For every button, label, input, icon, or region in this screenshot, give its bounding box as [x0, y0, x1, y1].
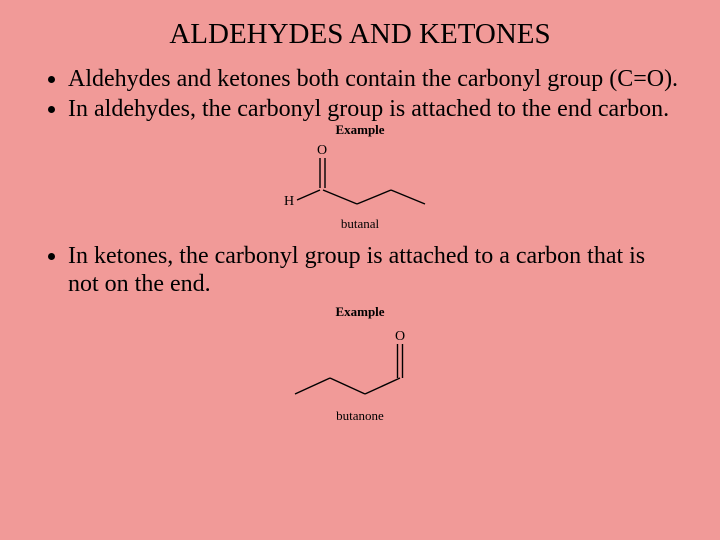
molecule-name-butanone: butanone — [40, 408, 680, 424]
bullet-list-1: Aldehydes and ketones both contain the c… — [40, 65, 680, 124]
diagram-butanal-block: Example O H butanal — [40, 122, 680, 232]
oxygen-atom-label: O — [317, 143, 327, 158]
bullet-2: In aldehydes, the carbonyl group is atta… — [68, 95, 680, 123]
slide-root: ALDEHYDES AND KETONES Aldehydes and keto… — [0, 0, 720, 540]
butanone-structure-icon: O — [265, 320, 455, 408]
bullet-3: In ketones, the carbonyl group is attach… — [68, 242, 680, 299]
oxygen-atom-label-2: O — [395, 329, 405, 344]
example-label-2: Example — [40, 304, 680, 320]
page-title: ALDEHYDES AND KETONES — [40, 18, 680, 51]
hydrogen-atom-label: H — [284, 194, 294, 209]
molecule-name-butanal: butanal — [40, 216, 680, 232]
diagram-butanone-block: Example O butanone — [40, 304, 680, 424]
bullet-1: Aldehydes and ketones both contain the c… — [68, 65, 680, 93]
butanal-structure-icon: O H — [265, 138, 455, 216]
bullet-list-2: In ketones, the carbonyl group is attach… — [40, 242, 680, 299]
example-label-1: Example — [40, 122, 680, 138]
